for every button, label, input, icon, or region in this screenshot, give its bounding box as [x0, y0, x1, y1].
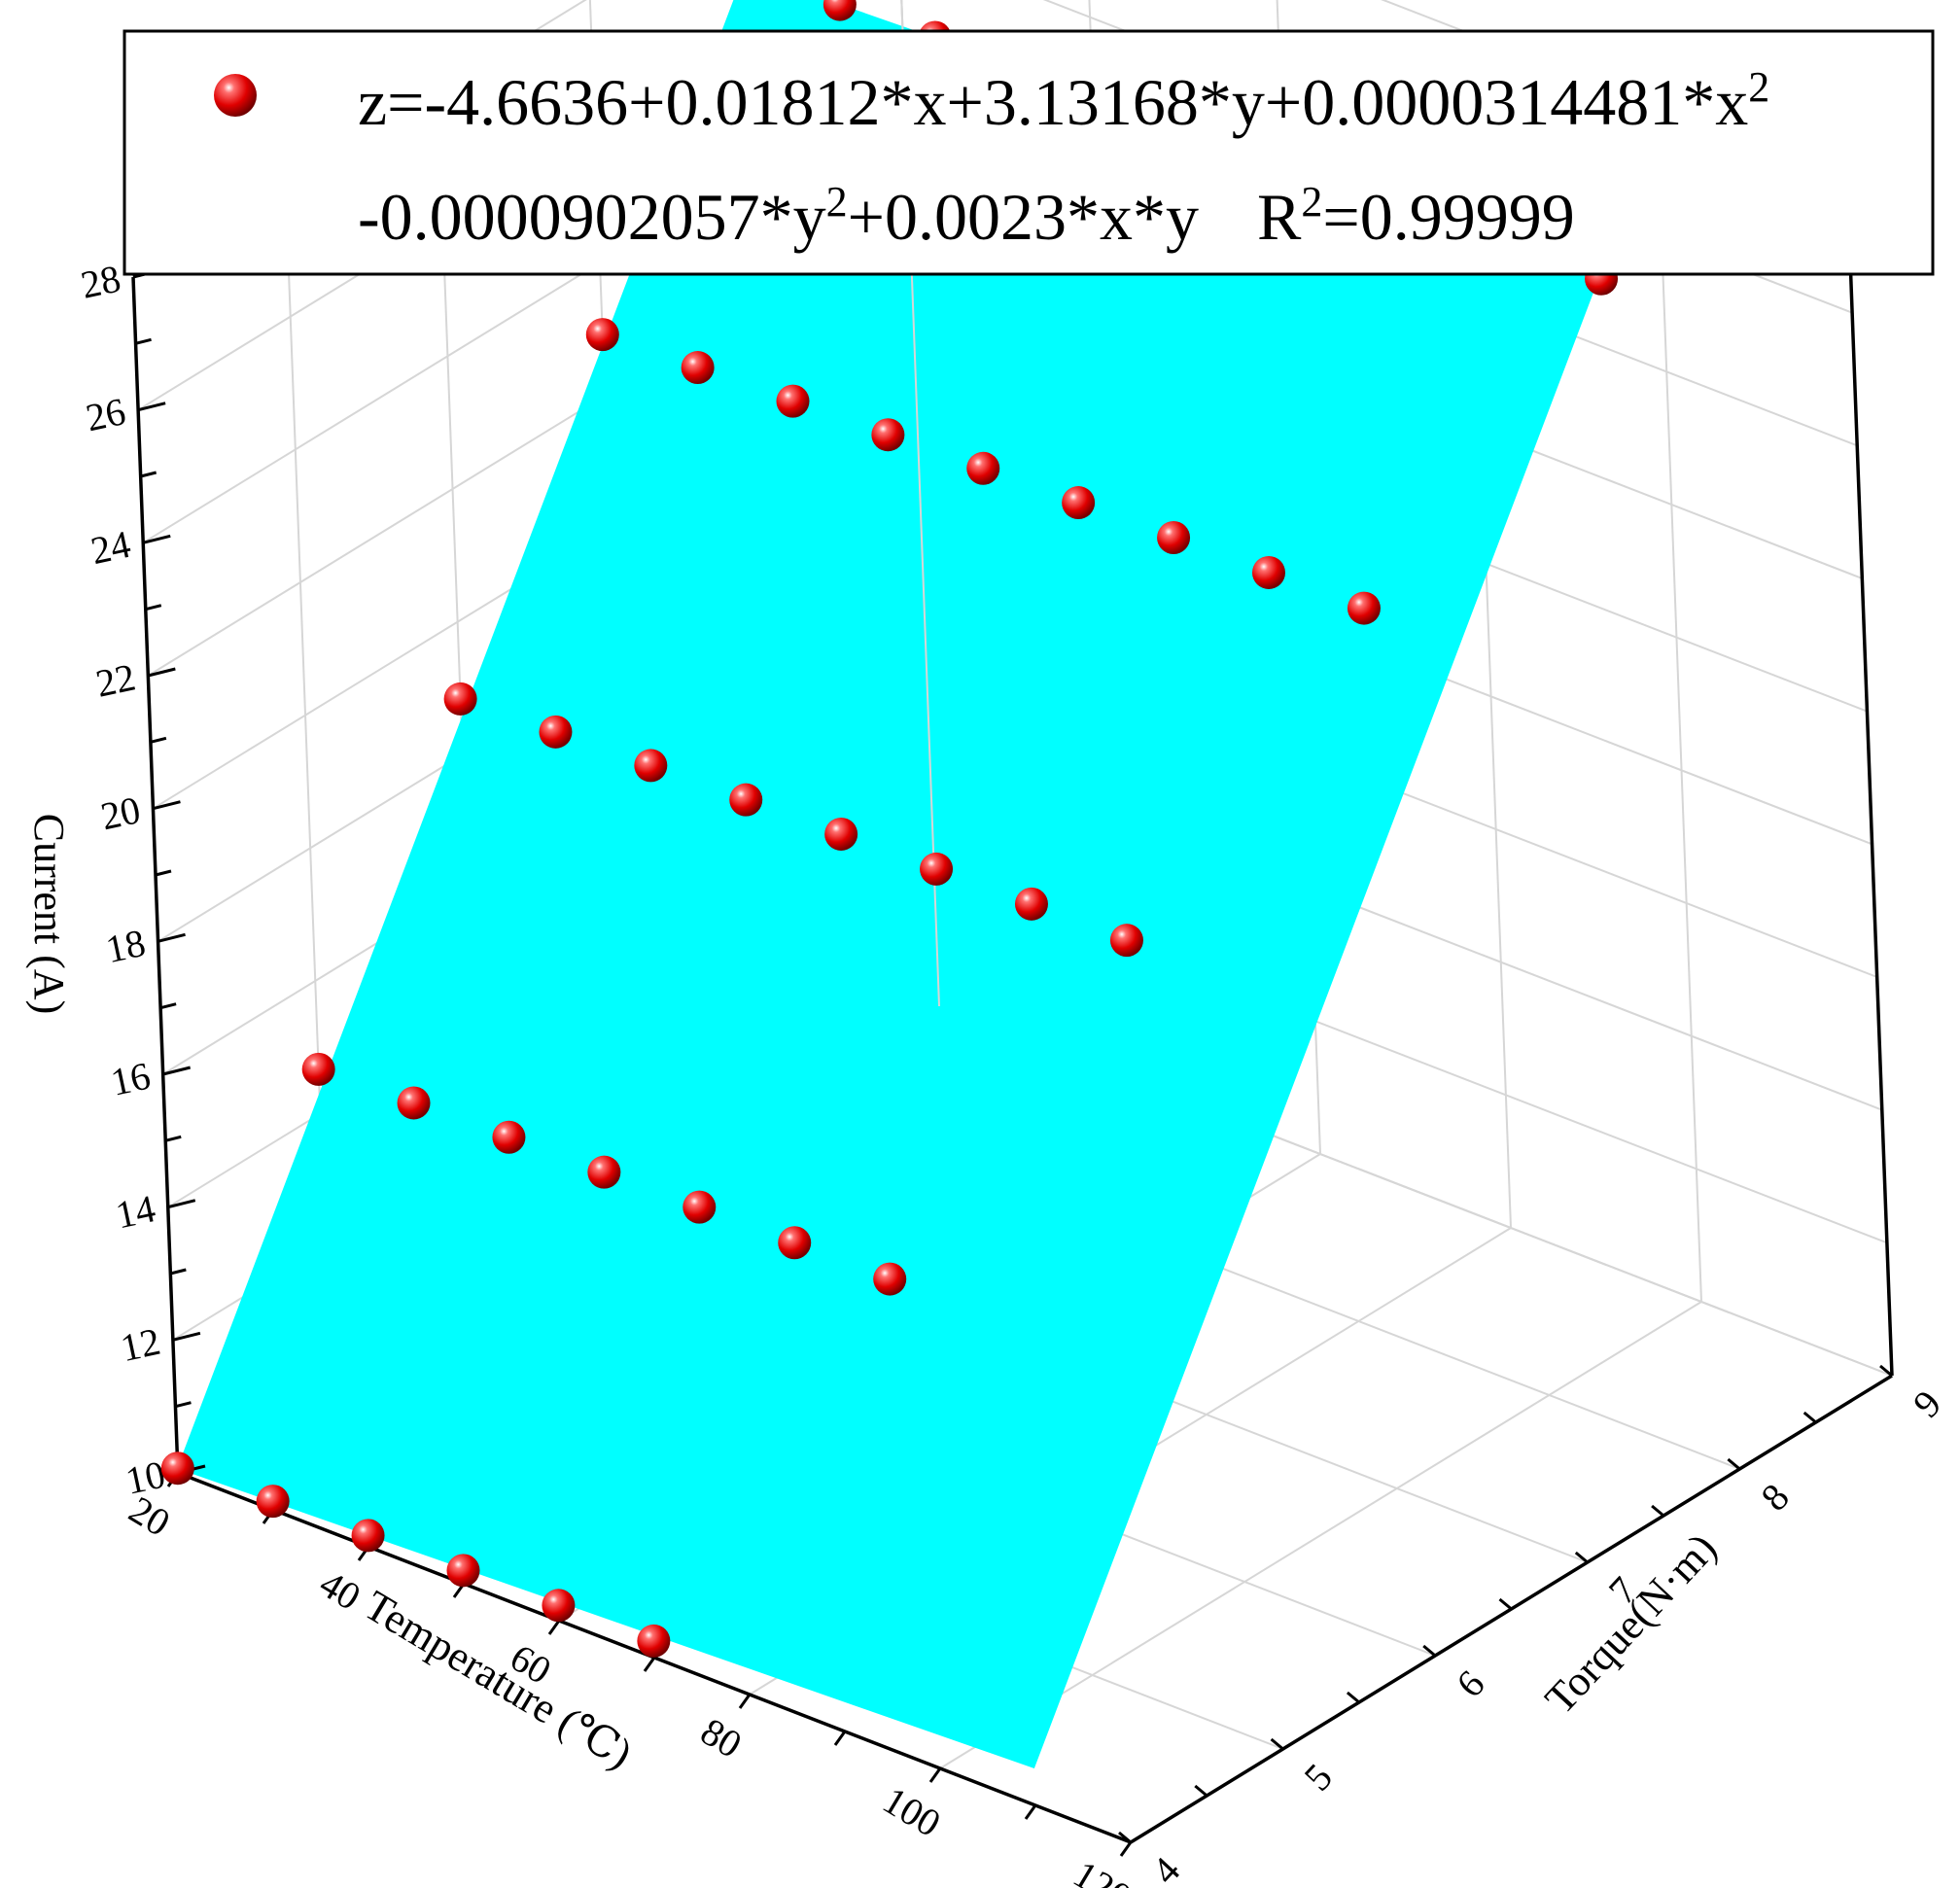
data-point — [587, 1155, 621, 1189]
grid-line — [1656, 105, 1702, 1303]
y-tick — [1727, 1457, 1741, 1471]
x-tick-label: 100 — [876, 1778, 949, 1845]
z-tick — [164, 1135, 182, 1142]
z-tick-label: 10 — [122, 1451, 168, 1502]
z-tick — [140, 471, 158, 478]
z-tick — [167, 1199, 196, 1209]
data-point — [682, 1190, 717, 1224]
y-tick — [1346, 1691, 1360, 1704]
z-tick-label: 20 — [97, 787, 144, 838]
z-axis-title: Current (A) — [25, 814, 73, 1015]
data-point — [256, 1485, 290, 1519]
data-point — [1251, 555, 1285, 589]
box-edge — [1845, 179, 1894, 1377]
x-tick — [643, 1657, 656, 1672]
legend-equation-line2: -0.0000902057*y2+0.0023*x*y R2=0.99999 — [358, 178, 1575, 255]
z-tick-label: 12 — [117, 1319, 163, 1370]
y-tick — [1574, 1551, 1589, 1564]
box-edge — [900, 0, 940, 1007]
data-point — [873, 1262, 907, 1296]
z-tick — [135, 337, 152, 345]
data-point — [446, 1554, 480, 1588]
z-tick — [175, 1401, 192, 1409]
data-point — [920, 852, 954, 886]
grid-line — [939, 1301, 1702, 1769]
x-tick — [928, 1767, 942, 1783]
data-point — [1109, 924, 1143, 958]
y-tick-label: 4 — [1143, 1848, 1189, 1888]
y-tick — [1498, 1597, 1513, 1611]
data-point — [729, 783, 763, 817]
y-tick — [1651, 1504, 1665, 1518]
legend-equation-line1: z=-4.6636+0.01812*x+3.13168*y+0.00003144… — [358, 63, 1769, 140]
data-point — [539, 715, 573, 749]
data-point — [776, 384, 810, 418]
legend-box — [122, 29, 1935, 276]
z-tick-label: 14 — [112, 1186, 158, 1237]
data-point — [351, 1519, 385, 1553]
data-point — [397, 1086, 431, 1120]
x-tick — [738, 1694, 752, 1709]
z-tick — [162, 1066, 192, 1076]
data-point — [160, 1451, 194, 1486]
z-tick-label: 18 — [102, 921, 149, 971]
z-tick — [142, 534, 171, 544]
x-tick — [833, 1731, 847, 1746]
data-point — [1062, 486, 1096, 520]
data-point — [585, 318, 619, 352]
data-point — [822, 0, 857, 21]
x-tick-label: 80 — [693, 1709, 749, 1766]
z-tick-label: 28 — [77, 256, 123, 306]
x-tick-label: 40 — [312, 1561, 368, 1619]
x-tick-label: 120 — [1067, 1852, 1139, 1888]
y-tick — [1802, 1411, 1817, 1424]
x-tick — [1119, 1841, 1133, 1857]
z-tick — [153, 800, 181, 811]
z-tick — [145, 604, 162, 612]
z-tick-label: 22 — [92, 654, 139, 705]
z-tick — [159, 1002, 177, 1010]
z-tick — [169, 1268, 187, 1276]
y-tick-label: 5 — [1295, 1755, 1341, 1799]
data-point — [1157, 521, 1191, 554]
z-tick — [150, 736, 167, 744]
z-tick — [172, 1331, 201, 1342]
x-tick — [547, 1620, 561, 1635]
z-tick-label: 26 — [82, 389, 128, 439]
data-point — [1347, 591, 1381, 625]
z-tick-label: 16 — [107, 1053, 154, 1103]
z-tick — [158, 932, 186, 943]
data-point — [1014, 887, 1048, 921]
y-tick — [1879, 1364, 1893, 1378]
data-point — [681, 351, 715, 385]
data-point — [492, 1120, 526, 1154]
legend: z=-4.6636+0.01812*x+3.13168*y+0.00003144… — [122, 29, 1935, 276]
y-tick-label: 6 — [1448, 1661, 1493, 1705]
y-tick — [1194, 1784, 1208, 1798]
x-tick — [1024, 1804, 1037, 1820]
y-tick — [1422, 1644, 1437, 1658]
data-point — [637, 1624, 671, 1658]
data-point — [634, 749, 668, 783]
legend-marker — [214, 74, 257, 117]
z-tick-label: 24 — [88, 522, 134, 573]
data-point — [871, 418, 905, 452]
data-point — [824, 817, 858, 851]
data-point — [966, 451, 1000, 485]
y-tick — [1270, 1737, 1284, 1751]
data-point — [542, 1589, 576, 1623]
z-tick — [137, 402, 166, 412]
y-tick-label: 8 — [1752, 1475, 1798, 1519]
y-tick — [1118, 1831, 1132, 1844]
z-tick — [155, 869, 172, 877]
z-tick — [147, 667, 176, 678]
data-point — [778, 1226, 812, 1260]
data-point — [443, 682, 477, 716]
y-tick-label: 9 — [1905, 1381, 1950, 1425]
data-point — [301, 1052, 335, 1086]
